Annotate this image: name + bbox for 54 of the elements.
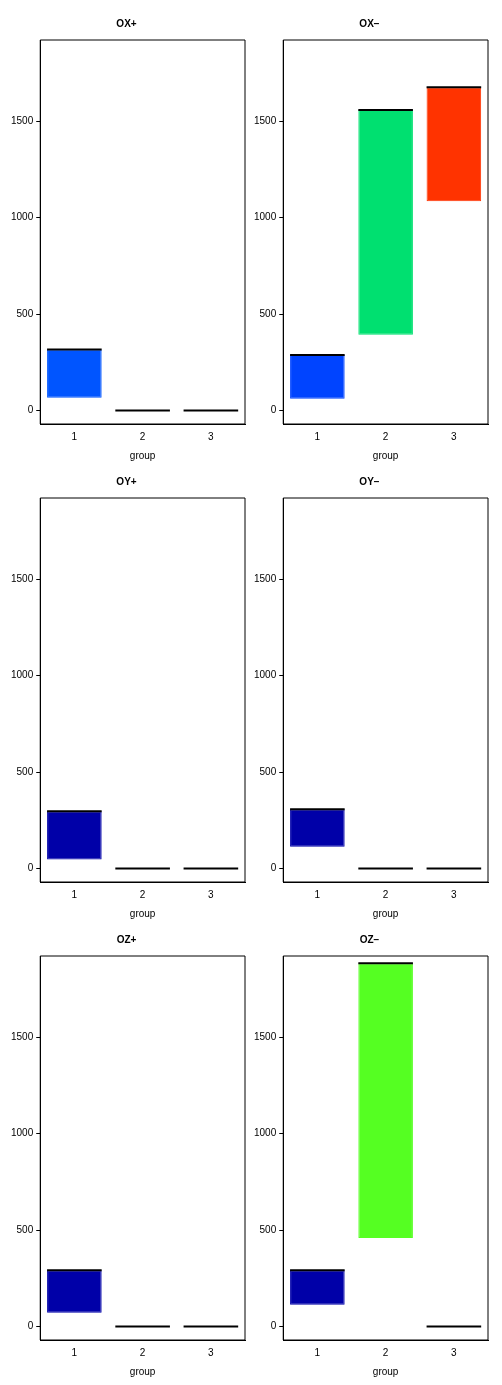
y-tick-label: 1500 (254, 1030, 277, 1042)
y-tick-label: 1500 (11, 114, 34, 126)
x-tick-label: 2 (382, 430, 389, 442)
x-tick-label: 3 (451, 430, 458, 442)
x-axis-title: group (129, 907, 156, 919)
x-tick-label: 2 (382, 1346, 389, 1358)
y-tick-label: 500 (16, 1223, 34, 1235)
chart-title: OX− (359, 17, 380, 29)
x-tick-label: 1 (71, 888, 78, 900)
y-tick-label: 0 (270, 1320, 277, 1332)
y-tick-label: 1500 (11, 1030, 34, 1042)
y-tick-label: 1000 (254, 211, 277, 223)
x-axis-title: group (129, 1365, 156, 1377)
x-tick-label: 1 (314, 430, 321, 442)
x-tick-label: 2 (139, 888, 146, 900)
y-tick-label: 1500 (11, 572, 34, 584)
x-axis-title: group (129, 449, 156, 461)
y-tick-label: 0 (270, 404, 277, 416)
y-tick-label: 1000 (11, 669, 34, 681)
x-tick-label: 1 (314, 888, 321, 900)
x-tick-label: 3 (451, 1346, 458, 1358)
x-axis-title: group (372, 449, 399, 461)
y-tick-label: 1000 (11, 211, 34, 223)
chart-title: OZ− (359, 933, 380, 945)
x-tick-label: 3 (208, 430, 215, 442)
x-tick-label: 1 (71, 1346, 78, 1358)
x-tick-label: 1 (71, 430, 78, 442)
y-tick-label: 500 (259, 765, 277, 777)
y-tick-label: 500 (259, 307, 277, 319)
y-tick-label: 1500 (254, 114, 277, 126)
y-tick-label: 0 (27, 862, 34, 874)
x-tick-label: 2 (139, 1346, 146, 1358)
chart-title: OY+ (116, 475, 137, 487)
y-tick-label: 0 (27, 1320, 34, 1332)
x-tick-label: 2 (382, 888, 389, 900)
chart-title: OX+ (116, 17, 137, 29)
y-tick-label: 500 (16, 307, 34, 319)
y-tick-label: 500 (259, 1223, 277, 1235)
y-tick-label: 500 (16, 765, 34, 777)
y-tick-label: 0 (270, 862, 277, 874)
x-tick-label: 3 (208, 888, 215, 900)
y-tick-label: 0 (27, 404, 34, 416)
x-tick-label: 3 (451, 888, 458, 900)
chart-title: OZ+ (116, 933, 137, 945)
y-tick-label: 1000 (254, 1127, 277, 1139)
y-tick-label: 1500 (254, 572, 277, 584)
x-axis-title: group (372, 907, 399, 919)
x-axis-title: group (372, 1365, 399, 1377)
x-tick-label: 2 (139, 430, 146, 442)
x-tick-label: 1 (314, 1346, 321, 1358)
x-tick-label: 3 (208, 1346, 215, 1358)
y-tick-label: 1000 (11, 1127, 34, 1139)
y-tick-label: 1000 (254, 669, 277, 681)
chart-title: OY− (359, 475, 380, 487)
